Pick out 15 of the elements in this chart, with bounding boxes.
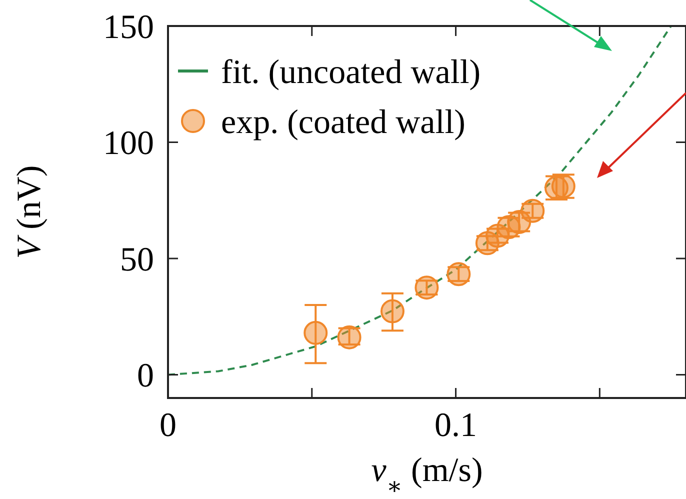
- y-tick-label: 100: [103, 125, 154, 162]
- y-axis-title: V (nV): [11, 165, 48, 259]
- line-series: [168, 26, 672, 376]
- point: [446, 262, 471, 286]
- y-tick-label: 150: [103, 8, 154, 46]
- legend-label: exp. (coated wall): [221, 104, 466, 141]
- y-tick-label: 50: [120, 241, 154, 278]
- point: [380, 299, 404, 324]
- x-axis-title: v$_{∗}$ (m/s): [371, 452, 483, 499]
- point: [414, 276, 439, 300]
- legend-label: fit. (uncoated wall): [221, 54, 481, 91]
- x-tick-label: 0.1: [434, 407, 478, 444]
- point: [304, 320, 328, 345]
- point: [337, 325, 362, 350]
- y-tick-label: 0: [137, 358, 154, 395]
